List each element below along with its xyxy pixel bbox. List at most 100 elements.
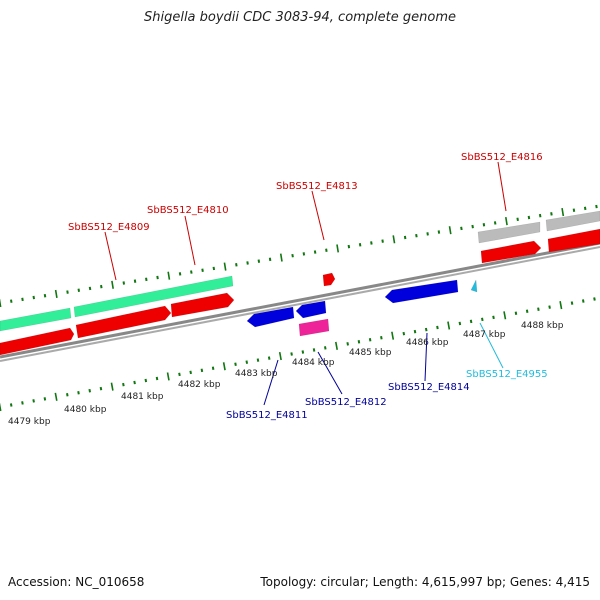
scale-label: 4482 kbp xyxy=(178,380,221,390)
minor-tick xyxy=(178,372,181,377)
minor-tick xyxy=(268,257,272,262)
minor-tick xyxy=(492,315,495,320)
minor-tick xyxy=(267,356,271,360)
minor-tick xyxy=(437,230,441,234)
major-tick xyxy=(0,402,2,412)
minor-tick xyxy=(77,390,80,395)
minor-tick xyxy=(426,232,429,236)
genome-backbone xyxy=(0,241,600,362)
minor-tick xyxy=(257,259,261,263)
major-tick xyxy=(166,372,170,381)
minor-tick xyxy=(402,331,406,336)
minor-tick xyxy=(325,248,328,252)
gene-features xyxy=(0,210,600,356)
minor-tick xyxy=(10,299,13,303)
page-title: Shigella boydii CDC 3083-94, complete ge… xyxy=(143,10,457,25)
minor-tick xyxy=(246,261,249,265)
minor-tick xyxy=(516,217,519,222)
minor-tick xyxy=(527,215,531,220)
major-tick xyxy=(391,331,395,340)
minor-tick xyxy=(368,338,372,342)
major-tick xyxy=(111,280,114,289)
minor-tick xyxy=(581,299,585,303)
minor-tick xyxy=(548,305,551,309)
minor-tick xyxy=(403,235,407,240)
gene-label: SbBS512_E4809 xyxy=(68,222,150,233)
minor-tick xyxy=(155,376,159,381)
minor-tick xyxy=(66,393,69,397)
gene-label: SbBS512_E4813 xyxy=(276,181,358,192)
minor-tick xyxy=(145,277,148,282)
major-tick xyxy=(503,311,507,320)
major-tick xyxy=(110,382,114,391)
gene-feature-red xyxy=(0,327,75,356)
minor-tick xyxy=(381,239,384,243)
scale-label: 4480 kbp xyxy=(64,405,107,415)
minor-tick xyxy=(211,366,215,371)
major-tick xyxy=(278,351,282,361)
minor-tick xyxy=(550,212,553,216)
minor-tick xyxy=(357,340,361,344)
callout-line xyxy=(104,231,117,281)
minor-tick xyxy=(460,226,463,231)
minor-tick xyxy=(358,243,362,247)
major-tick xyxy=(561,207,565,217)
minor-tick xyxy=(291,253,294,258)
minor-tick xyxy=(537,307,540,311)
scale-label: 4487 kbp xyxy=(463,330,506,340)
minor-tick xyxy=(572,208,576,212)
minor-tick xyxy=(189,370,192,375)
scale-label: 4486 kbp xyxy=(406,338,449,348)
major-tick xyxy=(54,289,58,298)
minor-tick xyxy=(481,317,484,322)
minor-tick xyxy=(99,386,103,391)
gene-feature-red xyxy=(547,228,600,253)
gene-feature-blue xyxy=(384,279,459,304)
gene-feature-aqua xyxy=(0,307,72,332)
minor-tick xyxy=(525,309,529,313)
gene-label: SbBS512_E4810 xyxy=(147,205,229,216)
minor-tick xyxy=(413,329,417,334)
minor-tick xyxy=(380,335,383,340)
minor-tick xyxy=(301,350,305,354)
minor-tick xyxy=(469,319,473,324)
scale-label: 4481 kbp xyxy=(121,392,164,402)
major-tick xyxy=(448,226,452,235)
gene-feature-red xyxy=(480,240,542,264)
major-tick xyxy=(222,362,226,371)
minor-tick xyxy=(212,266,216,271)
minor-tick xyxy=(436,325,439,330)
major-tick xyxy=(447,321,451,330)
minor-tick xyxy=(43,397,47,401)
callout-line xyxy=(497,161,507,212)
minor-tick xyxy=(312,348,316,352)
minor-tick xyxy=(133,279,137,283)
minor-tick xyxy=(245,360,249,364)
major-tick xyxy=(504,217,508,226)
scale-label: 4485 kbp xyxy=(349,348,392,358)
minor-tick xyxy=(32,399,35,403)
gene-label: SbBS512_E4812 xyxy=(305,397,387,408)
minor-tick xyxy=(424,327,428,332)
scale-label: 4483 kbp xyxy=(235,369,278,379)
callout-line xyxy=(263,359,279,406)
major-tick xyxy=(336,244,340,253)
gene-feature-gray xyxy=(477,221,541,244)
minor-tick xyxy=(595,204,598,209)
minor-tick xyxy=(9,403,13,407)
minor-tick xyxy=(21,297,24,302)
minor-tick xyxy=(583,206,587,211)
minor-tick xyxy=(570,301,574,305)
minor-tick xyxy=(88,286,92,291)
minor-tick xyxy=(190,270,193,274)
minor-tick xyxy=(256,358,260,362)
callout-line xyxy=(479,322,504,369)
minor-tick xyxy=(43,293,47,298)
minor-tick xyxy=(201,268,204,272)
gene-label: SbBS512_E4814 xyxy=(388,382,470,393)
gene-labels: SbBS512_E4809 SbBS512_E4810 SbBS512_E481… xyxy=(68,152,548,421)
minor-tick xyxy=(122,382,125,387)
minor-tick xyxy=(514,311,518,316)
major-tick xyxy=(279,253,283,262)
major-tick xyxy=(54,392,58,401)
